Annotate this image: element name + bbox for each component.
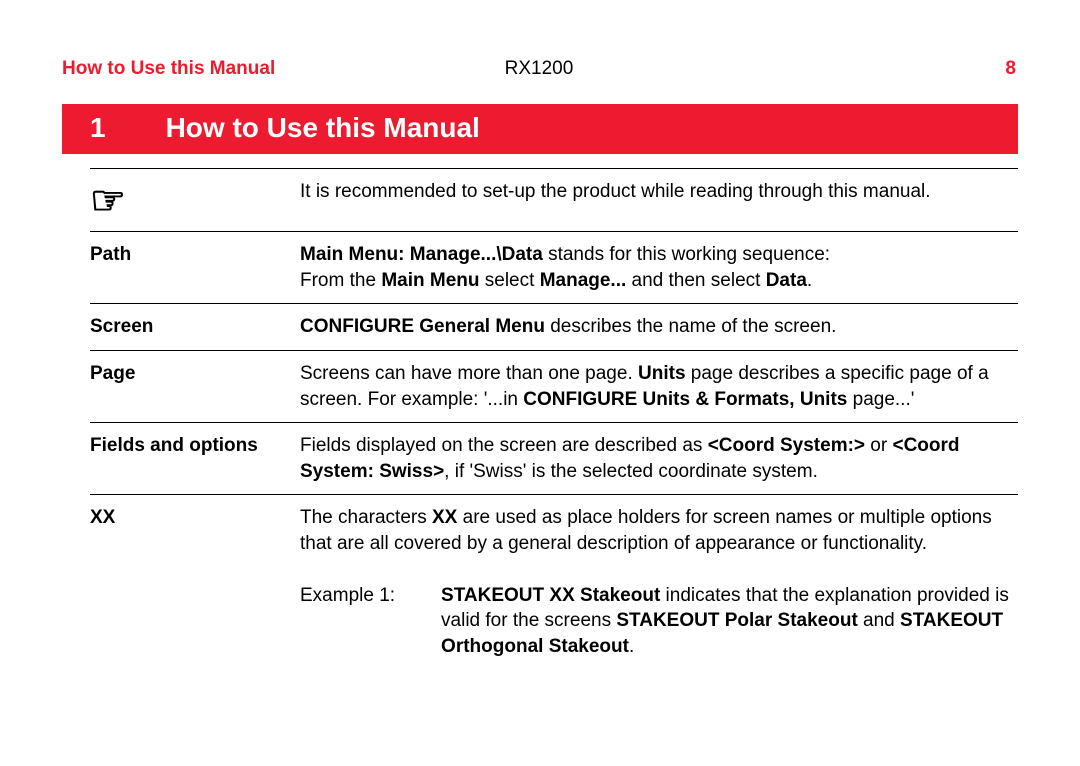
ex-bold-2: STAKEOUT Polar Stakeout	[616, 610, 857, 631]
header-section-title: How to Use this Manual	[62, 58, 380, 80]
tip-row: ☞ It is recommended to set-up the produc…	[90, 168, 1018, 231]
ex-text-2: and	[858, 610, 900, 631]
fields-label: Fields and options	[90, 433, 282, 484]
pointer-icon: ☞	[90, 179, 282, 221]
path-text-2c: and then select	[626, 270, 765, 291]
tip-text: It is recommended to set-up the product …	[300, 179, 1018, 221]
chapter-heading: 1 How to Use this Manual	[62, 104, 1018, 154]
page-bold-2: CONFIGURE Units & Formats, Units	[523, 389, 847, 410]
xx-bold-1: XX	[432, 507, 457, 528]
example-label: Example 1:	[300, 583, 395, 660]
page-text-1: Screens can have more than one page.	[300, 363, 638, 384]
header-product-id: RX1200	[380, 58, 698, 80]
path-label: Path	[90, 242, 282, 293]
screen-row: Screen CONFIGURE General Menu describes …	[90, 303, 1018, 350]
fields-row: Fields and options Fields displayed on t…	[90, 422, 1018, 494]
example-body: STAKEOUT XX Stakeout indicates that the …	[441, 583, 1018, 660]
path-text-2a: From the	[300, 270, 381, 291]
document-page: How to Use this Manual RX1200 8 1 How to…	[0, 0, 1080, 710]
page-label: Page	[90, 361, 282, 412]
screen-bold-1: CONFIGURE General Menu	[300, 316, 545, 337]
chapter-number: 1	[90, 112, 106, 144]
path-row: Path Main Menu: Manage...\Data stands fo…	[90, 231, 1018, 303]
path-bold-3: Manage...	[540, 270, 627, 291]
page-body: Screens can have more than one page. Uni…	[300, 361, 1018, 412]
path-text-2b: select	[479, 270, 539, 291]
page-row: Page Screens can have more than one page…	[90, 350, 1018, 422]
fields-bold-1: <Coord System:>	[708, 435, 865, 456]
xx-body: The characters XX are used as place hold…	[300, 505, 1018, 659]
content-area: ☞ It is recommended to set-up the produc…	[62, 168, 1018, 670]
path-text-1: stands for this working sequence:	[543, 244, 830, 265]
running-header: How to Use this Manual RX1200 8	[62, 58, 1018, 80]
screen-body: CONFIGURE General Menu describes the nam…	[300, 314, 1018, 340]
screen-text-1: describes the name of the screen.	[545, 316, 837, 337]
xx-text-1: The characters	[300, 507, 432, 528]
path-bold-2: Main Menu	[381, 270, 479, 291]
fields-text-2: or	[865, 435, 892, 456]
chapter-title: How to Use this Manual	[166, 112, 480, 144]
fields-text-1: Fields displayed on the screen are descr…	[300, 435, 708, 456]
path-text-2d: .	[807, 270, 812, 291]
fields-text-3: , if 'Swiss' is the selected coordinate …	[444, 461, 818, 482]
path-bold-1: Main Menu: Manage...\Data	[300, 244, 543, 265]
path-body: Main Menu: Manage...\Data stands for thi…	[300, 242, 1018, 293]
header-page-number: 8	[698, 58, 1016, 80]
page-text-3: page...'	[847, 389, 914, 410]
path-bold-4: Data	[766, 270, 807, 291]
ex-bold-1: STAKEOUT XX Stakeout	[441, 585, 660, 606]
example-block: Example 1: STAKEOUT XX Stakeout indicate…	[300, 583, 1018, 660]
xx-label: XX	[90, 505, 282, 659]
xx-row: XX The characters XX are used as place h…	[90, 494, 1018, 669]
page-bold-1: Units	[638, 363, 686, 384]
screen-label: Screen	[90, 314, 282, 340]
fields-body: Fields displayed on the screen are descr…	[300, 433, 1018, 484]
ex-text-3: .	[629, 636, 634, 657]
